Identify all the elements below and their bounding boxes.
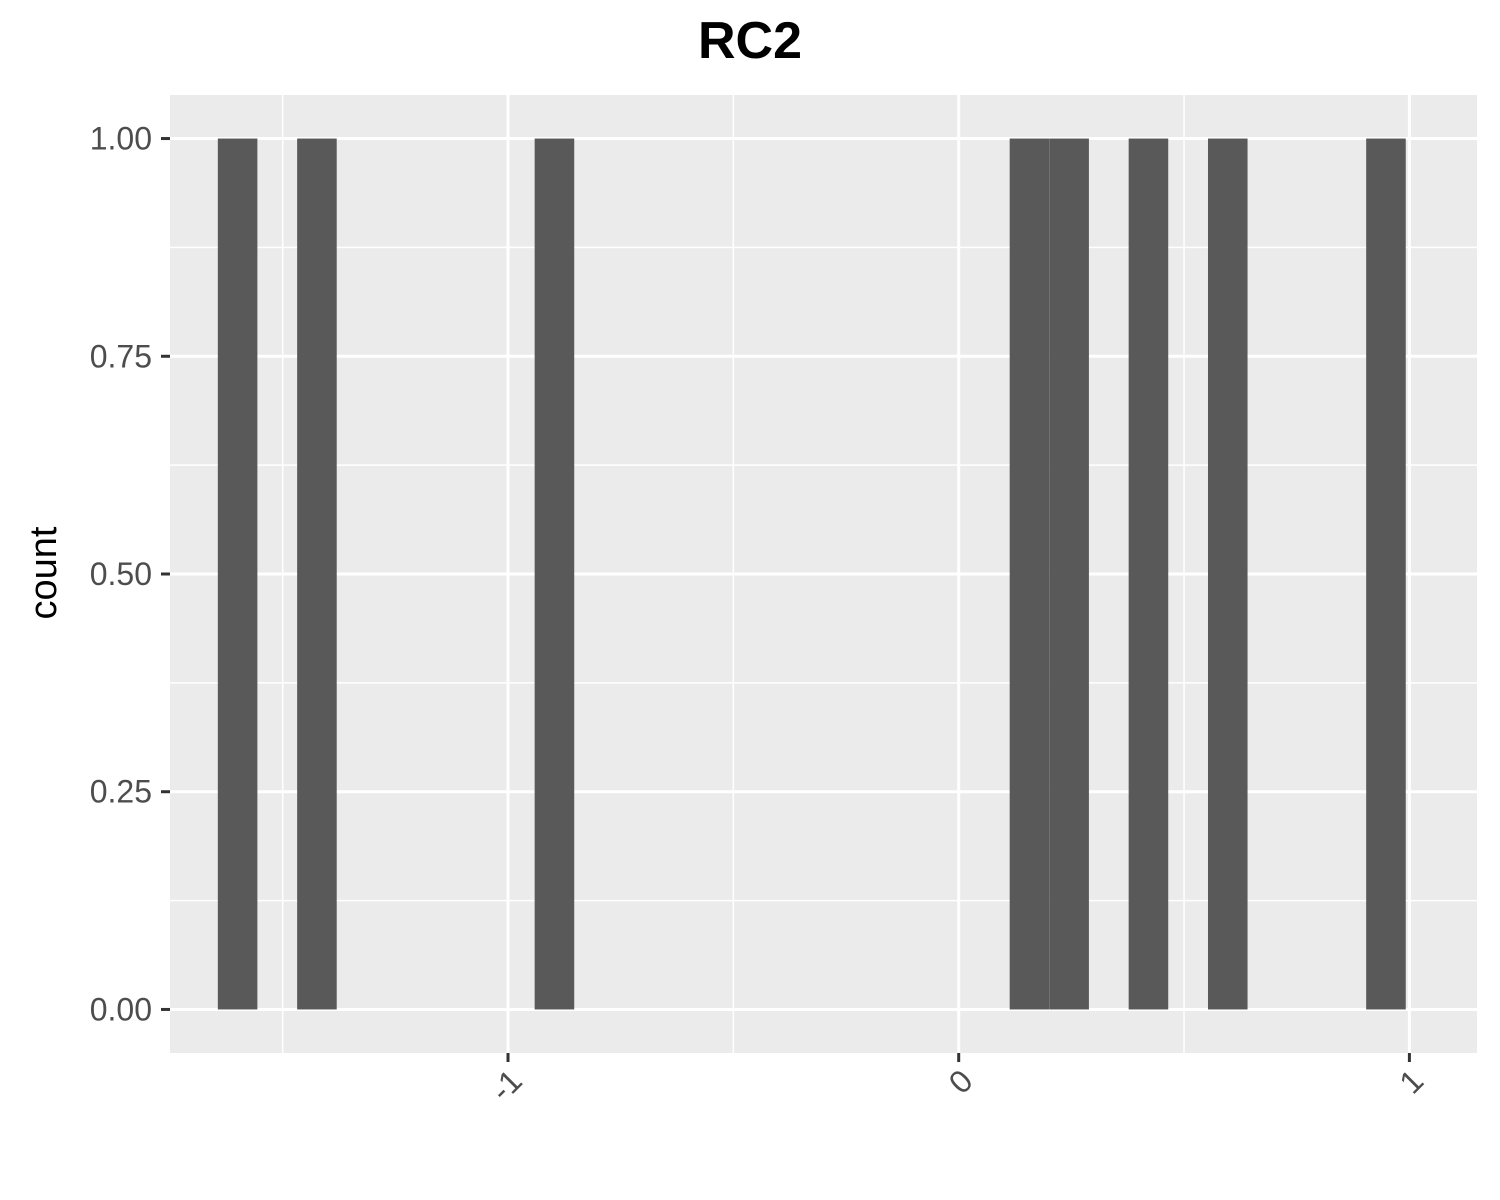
x-axis: -1 0 1	[483, 1053, 1430, 1108]
y-tick-label: 0.75	[90, 338, 152, 374]
major-gridlines	[170, 95, 1477, 1053]
y-tick-label: 0.50	[90, 556, 152, 592]
histogram-bars	[217, 138, 1406, 1010]
histogram-bar	[297, 138, 337, 1010]
y-tick-label: 1.00	[90, 121, 152, 157]
y-axis: 0.00 0.25 0.50 0.75 1.00	[90, 121, 170, 1027]
x-tick-label: 1	[1392, 1062, 1430, 1100]
x-tick-label: 0	[942, 1062, 980, 1100]
chart-title: RC2	[698, 12, 802, 70]
histogram-bar	[1207, 138, 1248, 1010]
y-tick-label: 0.00	[90, 991, 152, 1027]
histogram-bar	[1128, 138, 1169, 1010]
y-axis-label: count	[23, 526, 65, 619]
y-tick-label: 0.25	[90, 774, 152, 810]
histogram-bar	[1366, 138, 1406, 1010]
x-tick-label: -1	[483, 1062, 529, 1108]
histogram-bar	[534, 138, 575, 1010]
histogram-bar	[1049, 138, 1089, 1010]
histogram-bar	[217, 138, 258, 1010]
histogram-bar	[1009, 138, 1050, 1010]
